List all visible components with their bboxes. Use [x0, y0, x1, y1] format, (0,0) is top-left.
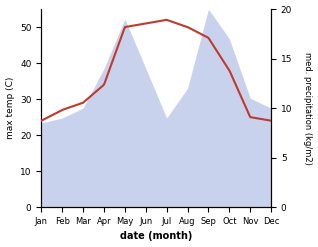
Y-axis label: max temp (C): max temp (C) — [5, 77, 15, 139]
X-axis label: date (month): date (month) — [120, 231, 192, 242]
Y-axis label: med. precipitation (kg/m2): med. precipitation (kg/m2) — [303, 52, 313, 165]
